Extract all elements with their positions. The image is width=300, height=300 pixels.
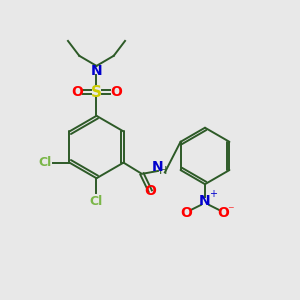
Text: Cl: Cl <box>38 156 52 169</box>
Text: S: S <box>91 85 102 100</box>
Text: O: O <box>71 85 83 99</box>
Text: ⁻: ⁻ <box>227 204 234 218</box>
Text: N: N <box>91 64 102 78</box>
Text: H: H <box>159 166 167 176</box>
Text: O: O <box>110 85 122 99</box>
Text: N: N <box>152 160 164 174</box>
Text: N: N <box>199 194 211 208</box>
Text: O: O <box>144 184 156 198</box>
Text: +: + <box>209 189 217 199</box>
Text: O: O <box>181 206 193 220</box>
Text: Cl: Cl <box>90 195 103 208</box>
Text: O: O <box>218 206 230 220</box>
